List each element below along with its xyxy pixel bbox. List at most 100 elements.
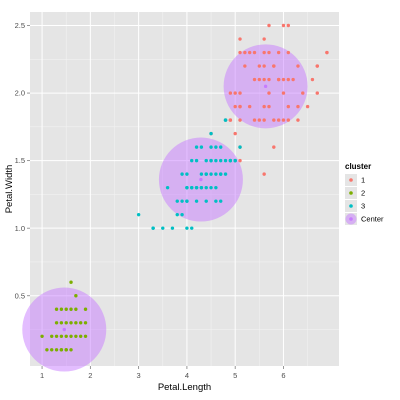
data-point bbox=[252, 77, 257, 82]
data-point bbox=[40, 334, 44, 338]
data-point bbox=[238, 145, 242, 149]
data-point bbox=[296, 104, 300, 109]
data-point bbox=[54, 348, 59, 352]
data-point bbox=[69, 321, 73, 325]
data-point bbox=[262, 64, 266, 68]
x-tick-label: 5 bbox=[233, 371, 237, 380]
data-point bbox=[194, 145, 199, 149]
data-point bbox=[54, 334, 59, 338]
x-tick-label: 6 bbox=[281, 371, 285, 380]
data-point bbox=[262, 118, 266, 122]
data-point bbox=[175, 212, 179, 217]
data-point bbox=[219, 172, 223, 176]
data-point bbox=[74, 321, 78, 325]
data-point bbox=[64, 348, 68, 352]
data-point bbox=[199, 185, 204, 190]
data-point bbox=[272, 118, 276, 122]
center-point bbox=[62, 327, 66, 332]
data-point bbox=[296, 118, 300, 122]
center-point bbox=[199, 177, 203, 182]
data-point bbox=[252, 50, 257, 55]
data-point bbox=[276, 118, 281, 122]
data-point bbox=[69, 334, 73, 338]
data-point bbox=[286, 50, 291, 55]
data-point bbox=[262, 50, 266, 55]
data-point bbox=[238, 91, 242, 95]
data-point bbox=[64, 321, 68, 325]
legend: cluster 1 2 3 Center bbox=[345, 162, 384, 225]
data-point bbox=[199, 172, 204, 176]
data-point bbox=[262, 37, 266, 41]
data-point bbox=[238, 50, 242, 55]
data-point bbox=[78, 321, 83, 325]
data-point bbox=[301, 91, 305, 95]
data-point bbox=[199, 145, 204, 149]
data-point bbox=[223, 118, 228, 122]
data-point bbox=[78, 334, 83, 338]
data-point bbox=[69, 348, 73, 352]
data-point bbox=[180, 212, 184, 217]
y-tick-label: 2.0 bbox=[15, 89, 25, 98]
y-axis: 0.5 1.0 1.5 2.0 2.5 bbox=[15, 21, 30, 300]
data-point bbox=[257, 64, 262, 68]
data-point bbox=[247, 104, 252, 109]
data-point bbox=[243, 50, 247, 55]
legend-label: 3 bbox=[361, 202, 365, 211]
data-point bbox=[64, 334, 68, 338]
data-point bbox=[291, 77, 295, 82]
legend-key-dot bbox=[349, 178, 353, 182]
data-point bbox=[233, 131, 237, 136]
data-point bbox=[233, 158, 237, 163]
center-point bbox=[263, 84, 268, 89]
y-tick-label: 0.5 bbox=[15, 291, 25, 300]
data-point bbox=[194, 185, 199, 190]
data-points bbox=[40, 23, 329, 352]
data-point bbox=[267, 23, 271, 28]
data-point bbox=[267, 77, 271, 82]
data-point bbox=[54, 321, 59, 325]
data-point bbox=[252, 118, 257, 122]
legend-label: 2 bbox=[361, 189, 365, 198]
data-point bbox=[194, 158, 199, 163]
data-point bbox=[209, 185, 213, 190]
data-point bbox=[272, 145, 276, 149]
y-axis-title: Petal.Width bbox=[4, 165, 15, 214]
data-point bbox=[45, 348, 49, 352]
data-point bbox=[305, 104, 310, 109]
data-point bbox=[228, 118, 233, 122]
data-point bbox=[286, 23, 291, 28]
data-point bbox=[50, 334, 54, 338]
data-point bbox=[262, 104, 266, 109]
data-point bbox=[262, 172, 266, 176]
data-point bbox=[281, 91, 286, 95]
data-point bbox=[247, 50, 252, 55]
data-point bbox=[59, 307, 64, 311]
data-point bbox=[209, 172, 213, 176]
data-point bbox=[185, 172, 189, 176]
data-point bbox=[233, 91, 237, 95]
data-point bbox=[83, 321, 88, 325]
data-point bbox=[204, 185, 208, 190]
y-tick-label: 1.5 bbox=[15, 156, 25, 165]
legend-key-dot bbox=[349, 217, 353, 221]
legend-label: Center bbox=[361, 215, 384, 224]
data-point bbox=[219, 199, 223, 203]
data-point bbox=[238, 37, 242, 41]
data-point bbox=[219, 158, 223, 163]
data-point bbox=[281, 23, 286, 28]
data-point bbox=[267, 91, 271, 95]
data-point bbox=[74, 334, 78, 338]
data-point bbox=[50, 348, 54, 352]
data-point bbox=[219, 145, 223, 149]
data-point bbox=[180, 199, 184, 203]
data-point bbox=[136, 212, 141, 217]
data-point bbox=[272, 64, 276, 68]
data-point bbox=[190, 226, 194, 230]
legend-key-dot bbox=[349, 191, 353, 195]
y-tick-label: 2.5 bbox=[15, 21, 25, 30]
data-point bbox=[74, 294, 78, 298]
data-point bbox=[190, 158, 194, 163]
data-point bbox=[296, 64, 300, 68]
data-point bbox=[276, 77, 281, 82]
data-point bbox=[267, 50, 271, 55]
